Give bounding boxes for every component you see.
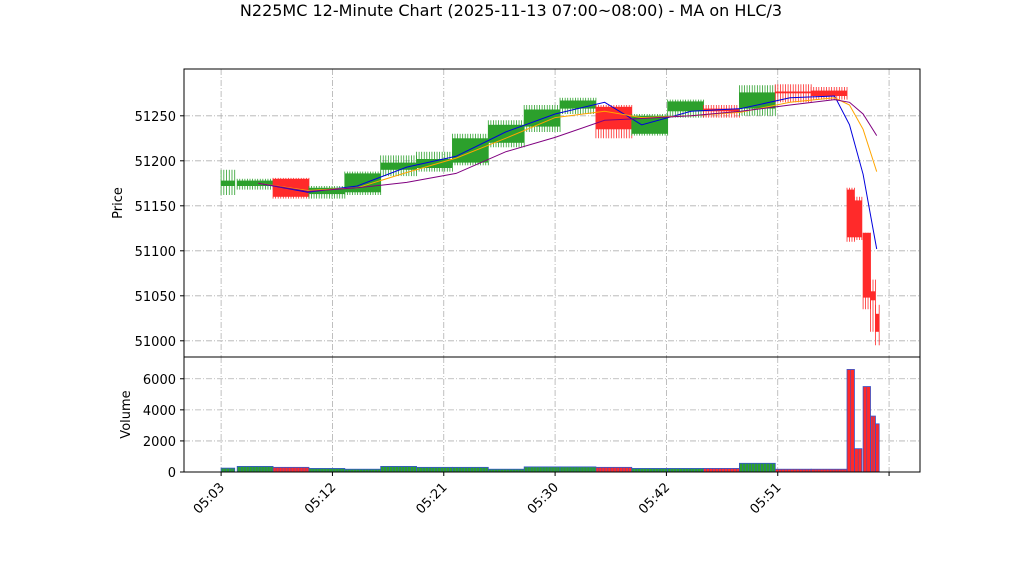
time-tick-label: 05:42	[636, 480, 673, 517]
volume-frame	[183, 356, 921, 473]
candle-body	[416, 159, 453, 168]
price-tick-label: 51100	[135, 245, 176, 260]
price-panel: 51000 51050 51100 51150 51200 51250 Price	[111, 68, 921, 358]
time-tick-label: 05:30	[525, 480, 562, 517]
volume-bar	[220, 467, 236, 473]
volume-bar	[631, 468, 669, 473]
price-axis-label: Price	[111, 187, 126, 219]
candle-up	[416, 151, 453, 172]
candle-down	[870, 279, 876, 332]
volume-bar	[667, 468, 704, 473]
volume-bar-body	[875, 423, 880, 473]
volume-axis: 0 2000 4000 6000	[143, 373, 184, 481]
candle-up	[487, 120, 525, 148]
volume-tick-label: 4000	[143, 404, 176, 419]
candle-down	[862, 232, 871, 310]
volume-tick-label: 6000	[143, 373, 176, 388]
candle-body	[308, 187, 345, 195]
candle-body	[452, 138, 489, 163]
candle-body	[870, 291, 876, 301]
volume-bar	[523, 466, 561, 473]
volume-bar	[416, 466, 453, 473]
volume-bar	[380, 466, 417, 473]
volume-bars	[220, 369, 880, 473]
volume-bar-body	[220, 467, 236, 473]
volume-bar	[854, 448, 863, 473]
volume-bar	[559, 466, 597, 473]
volume-bar	[452, 466, 489, 473]
moving-average-layer	[258, 95, 878, 250]
volume-axis-label: Volume	[119, 390, 134, 438]
candle-down	[810, 87, 848, 100]
volume-grid	[184, 357, 920, 473]
time-tick-label: 05:03	[191, 480, 228, 517]
chart-title: N225MC 12-Minute Chart (2025-11-13 07:00…	[240, 1, 782, 20]
volume-bar	[862, 386, 871, 473]
candle-body	[863, 232, 871, 298]
time-tick-label: 05:21	[413, 480, 450, 517]
candles-layer	[220, 84, 880, 346]
candle-body	[237, 180, 274, 186]
volume-bar	[870, 415, 876, 473]
volume-bar	[236, 466, 274, 473]
volume-bar	[272, 466, 310, 473]
volume-bar	[595, 466, 633, 473]
volume-bar	[703, 468, 740, 473]
candle-body	[221, 180, 235, 186]
time-tick-label: 05:12	[302, 480, 339, 517]
price-tick-label: 51050	[135, 290, 176, 305]
volume-bar	[739, 462, 776, 473]
volume-bar	[308, 468, 346, 473]
candle-down	[846, 187, 855, 242]
candle-down	[875, 304, 880, 346]
candle-body	[595, 106, 632, 130]
price-tick-label: 51150	[135, 200, 176, 215]
candle-down	[854, 196, 863, 240]
volume-panel: 0 2000 4000 6000 Volume	[119, 356, 921, 481]
candle-body	[739, 92, 776, 109]
candle-up	[344, 171, 382, 195]
candle-up	[739, 85, 776, 116]
candle-body	[875, 313, 880, 332]
price-tick-label: 51200	[135, 155, 176, 170]
price-axis: 51000 51050 51100 51150 51200 51250	[135, 110, 184, 350]
moving-average-line-1	[258, 95, 878, 250]
candle-body	[667, 101, 704, 112]
candle-body	[847, 189, 855, 238]
candle-body	[811, 90, 848, 96]
volume-tick-label: 2000	[143, 435, 176, 450]
candle-body	[488, 124, 525, 143]
candle-down	[703, 105, 740, 118]
volume-bar	[875, 423, 880, 473]
candle-up	[220, 169, 236, 195]
time-tick-label: 05:51	[747, 480, 784, 517]
moving-average-line-3	[258, 99, 878, 192]
candle-body	[560, 100, 596, 109]
candle-body	[775, 91, 812, 94]
volume-bar	[846, 369, 855, 473]
candle-body	[380, 162, 417, 170]
candle-body	[344, 173, 381, 193]
price-tick-label: 51000	[135, 335, 176, 350]
time-axis: 05:03 05:12 05:21 05:30 05:42 05:51	[191, 472, 890, 517]
volume-tick-label: 0	[168, 466, 176, 481]
candle-down	[595, 105, 633, 139]
candle-body	[854, 200, 862, 238]
price-tick-label: 51250	[135, 110, 176, 125]
